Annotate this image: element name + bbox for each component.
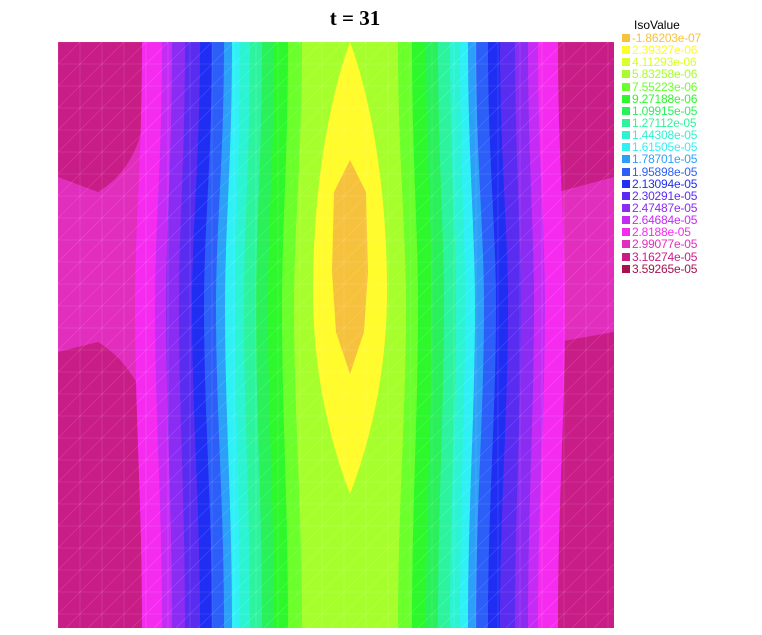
legend-swatch bbox=[622, 240, 630, 249]
legend-label: 2.64684e-05 bbox=[632, 213, 698, 228]
legend-entry: 1.61505e-05 bbox=[622, 141, 722, 153]
legend-swatch bbox=[622, 34, 630, 43]
contour-plot bbox=[58, 42, 614, 628]
legend-swatch bbox=[622, 228, 630, 237]
legend-label: 2.30291e-05 bbox=[632, 188, 698, 203]
legend-label: 3.59265e-05 bbox=[632, 261, 698, 276]
legend-swatch bbox=[622, 167, 630, 176]
legend-label: -1.86203e-07 bbox=[632, 31, 701, 45]
legend-label: 1.27112e-05 bbox=[632, 115, 697, 130]
legend-entry: 1.44308e-05 bbox=[622, 129, 722, 141]
legend-entries: -1.86203e-07 2.39327e-06 4.11293e-06 5.8325… bbox=[622, 32, 722, 275]
legend-entry: 1.95898e-05 bbox=[622, 164, 722, 179]
legend-swatch bbox=[622, 58, 630, 67]
legend-swatch bbox=[622, 264, 630, 273]
legend-entry: 5.83258e-06 bbox=[622, 67, 722, 82]
legend-entry: 3.59265e-05 bbox=[622, 263, 722, 275]
legend-entry: 1.78701e-05 bbox=[622, 152, 722, 167]
legend-swatch bbox=[622, 179, 630, 188]
legend-label: 4.11293e-06 bbox=[632, 55, 697, 70]
legend-swatch bbox=[622, 82, 630, 91]
legend-label: 1.09915e-05 bbox=[632, 103, 698, 118]
mesh-grid bbox=[58, 42, 614, 628]
chart-title: t = 31 bbox=[329, 6, 381, 30]
legend-entry: 2.30291e-05 bbox=[622, 190, 722, 202]
legend-entry: 2.8188e-05 bbox=[622, 226, 722, 238]
legend: IsoValue -1.86203e-07 2.39327e-06 4.11293e… bbox=[618, 16, 722, 277]
legend-swatch bbox=[622, 216, 630, 225]
legend-label: 2.99077e-05 bbox=[632, 237, 698, 252]
legend-swatch bbox=[622, 252, 630, 261]
legend-entry: 1.09915e-05 bbox=[622, 105, 722, 117]
legend-swatch bbox=[622, 94, 630, 103]
legend-swatch bbox=[622, 70, 630, 79]
legend-entry: 4.11293e-06 bbox=[622, 56, 722, 68]
legend-swatch bbox=[622, 143, 630, 152]
legend-swatch bbox=[622, 191, 630, 200]
legend-label: 7.55223e-06 bbox=[632, 79, 698, 94]
legend-label: 3.16274e-05 bbox=[632, 249, 698, 264]
legend-entry: 9.27188e-06 bbox=[622, 93, 722, 105]
legend-label: 9.27188e-06 bbox=[632, 91, 698, 106]
legend-entry: 3.16274e-05 bbox=[622, 249, 722, 264]
legend-entry: 1.27112e-05 bbox=[622, 117, 722, 129]
legend-label: 2.13094e-05 bbox=[632, 176, 698, 191]
legend-label: 2.47487e-05 bbox=[632, 200, 698, 215]
legend-entry: 7.55223e-06 bbox=[622, 79, 722, 94]
legend-entry: 2.99077e-05 bbox=[622, 237, 722, 252]
legend-label: 1.44308e-05 bbox=[632, 128, 698, 143]
legend-swatch bbox=[622, 46, 630, 55]
legend-label: 1.95898e-05 bbox=[632, 164, 698, 179]
legend-entry: 2.47487e-05 bbox=[622, 202, 722, 214]
legend-label: 2.8188e-05 bbox=[632, 225, 691, 240]
legend-entry: 2.64684e-05 bbox=[622, 214, 722, 226]
legend-entry: 2.13094e-05 bbox=[622, 178, 722, 190]
legend-swatch bbox=[622, 119, 630, 128]
legend-swatch bbox=[622, 131, 630, 140]
legend-swatch bbox=[622, 106, 630, 115]
legend-title: IsoValue bbox=[634, 18, 680, 32]
contour-core bbox=[332, 160, 368, 374]
legend-entry: -1.86203e-07 bbox=[622, 32, 722, 44]
legend-label: 5.83258e-06 bbox=[632, 67, 698, 82]
legend-label: 1.61505e-05 bbox=[632, 140, 698, 155]
legend-label: 1.78701e-05 bbox=[632, 152, 698, 167]
legend-swatch bbox=[622, 155, 630, 164]
legend-entry: 2.39327e-06 bbox=[622, 44, 722, 56]
legend-label: 2.39327e-06 bbox=[632, 43, 698, 58]
legend-swatch bbox=[622, 204, 630, 213]
